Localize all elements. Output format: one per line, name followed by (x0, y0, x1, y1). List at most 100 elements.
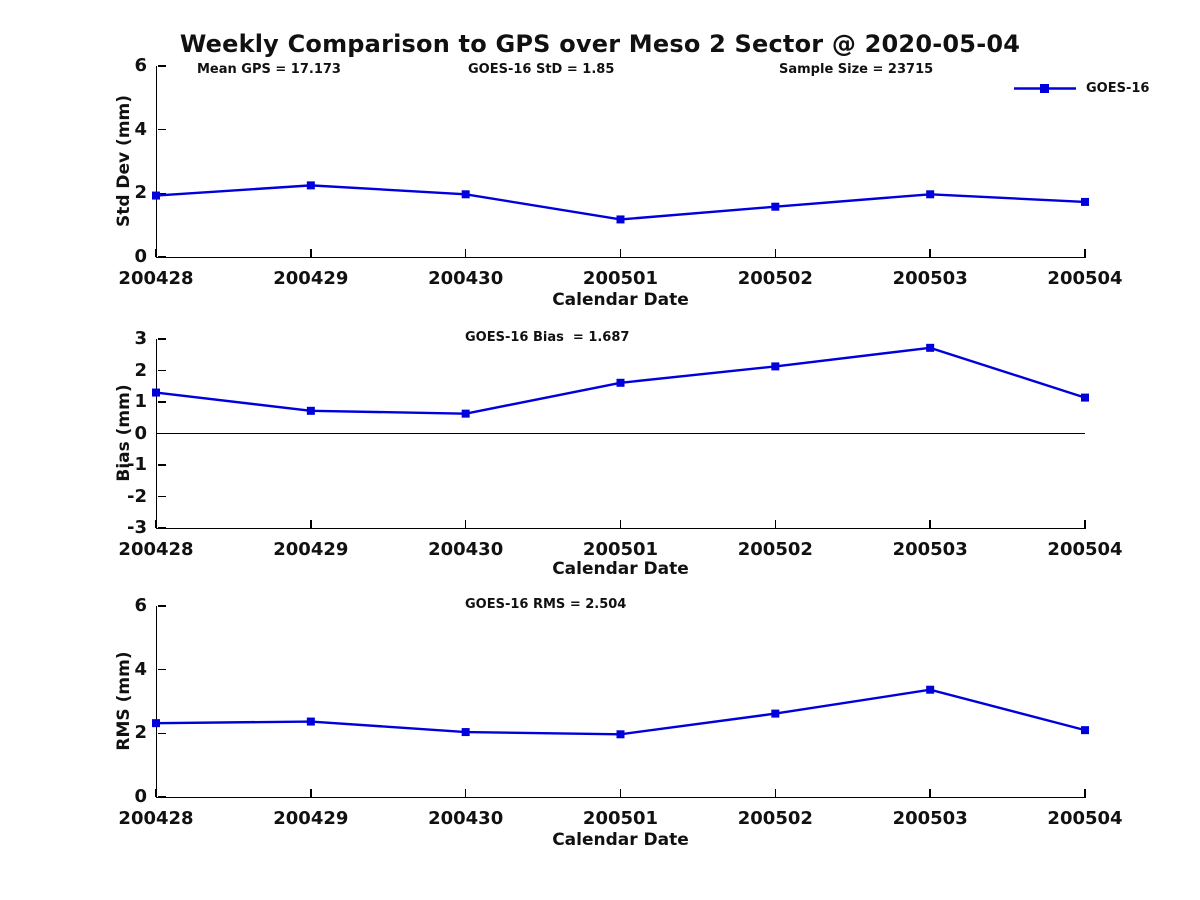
series-svg-bias (152, 343, 1089, 418)
y-tick-label: 0 (134, 786, 147, 807)
x-tick-label: 200501 (582, 539, 659, 560)
data-point-marker (926, 685, 935, 694)
x-tick-label: 200428 (118, 539, 194, 560)
x-tick (1084, 249, 1086, 257)
legend-line-icon (1014, 84, 1076, 93)
series-line (155, 184, 1086, 221)
x-axis-label-calendar-date: Calendar Date (552, 830, 689, 850)
x-tick (619, 520, 622, 528)
y-tick (157, 369, 166, 372)
x-tick (464, 520, 467, 528)
x-tick-label: 200428 (118, 808, 194, 829)
x-tick-label: 200502 (737, 539, 813, 560)
data-point-marker (461, 728, 470, 737)
data-point-marker (616, 215, 625, 224)
y-tick-label: 3 (134, 328, 147, 349)
data-point-marker (152, 719, 160, 728)
y-axis-label-std-dev: Std Dev (mm) (114, 94, 134, 228)
y-tick (157, 464, 166, 466)
x-tick-label: 200501 (582, 268, 659, 289)
data-point-marker (306, 717, 315, 726)
data-point-marker (771, 202, 780, 211)
x-tick (774, 520, 777, 528)
plot-area-rms (156, 606, 1086, 798)
x-tick (155, 520, 157, 528)
x-tick-label: 200504 (1047, 268, 1123, 289)
y-tick (157, 128, 166, 131)
x-tick-label: 200428 (118, 268, 194, 289)
y-tick (157, 65, 166, 67)
y-tick (157, 668, 166, 671)
x-tick-label: 200503 (892, 808, 968, 829)
y-tick-label: 4 (134, 658, 147, 680)
annotation-mean-gps: Mean GPS = 17.173 (197, 62, 341, 77)
x-axis-label-calendar-date: Calendar Date (552, 559, 689, 579)
y-tick-label: -2 (127, 485, 147, 507)
data-point-marker (616, 730, 625, 739)
x-tick (464, 789, 467, 797)
y-tick (157, 495, 166, 498)
y-tick (157, 256, 166, 258)
y-tick (157, 732, 166, 735)
x-tick (155, 789, 157, 797)
y-tick-label: 2 (134, 722, 147, 744)
x-tick (1084, 520, 1086, 528)
x-axis-label-calendar-date: Calendar Date (552, 290, 689, 310)
y-tick-label: 2 (134, 182, 147, 204)
y-tick-label: 6 (134, 595, 147, 616)
x-tick (1084, 789, 1086, 797)
data-point-marker (926, 190, 935, 199)
x-tick (929, 520, 931, 528)
data-point-marker (1081, 726, 1089, 735)
y-tick-label: 0 (134, 246, 147, 267)
series-svg-std_dev (152, 181, 1089, 224)
y-tick-label: -3 (127, 517, 147, 538)
x-tick (464, 249, 467, 257)
x-tick (929, 249, 931, 257)
x-tick (155, 249, 157, 257)
y-tick-label: -1 (127, 454, 147, 475)
data-point-marker (1081, 197, 1089, 206)
x-tick-label: 200430 (428, 539, 504, 560)
x-tick-label: 200504 (1047, 808, 1123, 829)
data-point-marker (461, 409, 470, 418)
x-tick (310, 789, 312, 797)
y-tick-label: 0 (134, 422, 147, 444)
x-tick (619, 249, 622, 257)
annotation-goes-bias: GOES-16 Bias = 1.687 (465, 330, 630, 345)
x-tick-label: 200429 (273, 268, 349, 289)
x-tick-label: 200503 (892, 539, 968, 560)
y-tick-label: 1 (134, 391, 147, 412)
y-tick (157, 796, 166, 798)
zero-reference-line (156, 433, 1085, 434)
series-line (155, 688, 1086, 736)
x-tick-label: 200503 (892, 268, 968, 289)
x-tick (774, 249, 777, 257)
data-point-marker (616, 378, 625, 387)
y-tick (157, 527, 166, 529)
plot-area-std_dev (156, 66, 1086, 258)
figure-title: Weekly Comparison to GPS over Meso 2 Sec… (179, 30, 1021, 58)
y-tick (157, 338, 166, 340)
data-point-marker (771, 362, 780, 371)
plot-area-bias (156, 339, 1086, 529)
data-point-marker (1081, 393, 1089, 402)
x-tick (774, 789, 777, 797)
x-tick (310, 520, 312, 528)
x-tick-label: 200429 (273, 808, 349, 829)
legend: GOES-16 (1013, 80, 1149, 97)
y-tick (157, 401, 166, 403)
data-point-marker (306, 181, 315, 190)
x-tick (310, 249, 312, 257)
y-tick (157, 605, 166, 607)
data-point-marker (771, 709, 780, 718)
x-tick-label: 200502 (737, 808, 813, 829)
annotation-goes-std: GOES-16 StD = 1.85 (468, 62, 615, 77)
y-tick-label: 4 (134, 118, 147, 140)
x-tick (929, 789, 931, 797)
legend-label: GOES-16 (1086, 81, 1150, 96)
y-tick-label: 2 (134, 359, 147, 381)
x-tick-label: 200429 (273, 539, 349, 560)
data-point-marker (926, 343, 935, 352)
